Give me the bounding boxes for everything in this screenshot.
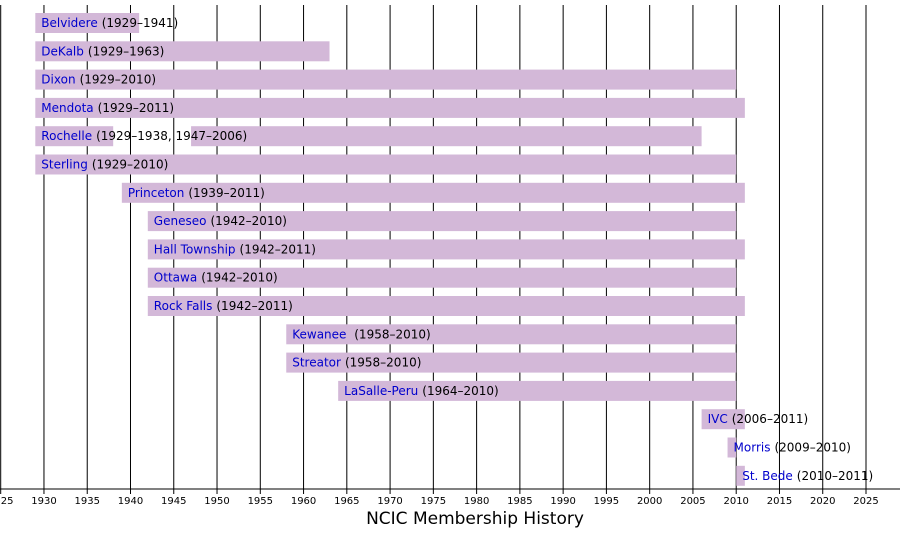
x-tick-label: 2015 xyxy=(767,496,792,507)
x-tick-label: 1925 xyxy=(0,496,13,507)
team-label: St. Bede (2010–2011) xyxy=(742,468,873,482)
x-tick-label: 1970 xyxy=(377,496,402,507)
team-name: Belvidere xyxy=(41,16,97,30)
membership-bar xyxy=(286,352,737,373)
team-period: (1939–2011) xyxy=(188,185,264,199)
team-period: (2006–2011) xyxy=(732,412,808,426)
x-tick-label: 2000 xyxy=(637,496,662,507)
team-name: St. Bede xyxy=(742,468,793,482)
x-tick-label: 1990 xyxy=(550,496,575,507)
membership-bar xyxy=(147,296,745,316)
team-period: (1942–2011) xyxy=(240,242,316,256)
team-name: Princeton xyxy=(128,185,185,199)
team-name: Rochelle xyxy=(41,129,92,143)
membership-bar xyxy=(147,211,737,232)
membership-bar xyxy=(727,437,737,458)
chart-title: NCIC Membership History xyxy=(366,509,584,529)
team-period: (1942–2010) xyxy=(201,270,277,284)
x-tick-label: 1995 xyxy=(594,496,619,507)
x-tick-label: 1985 xyxy=(507,496,532,507)
membership-bar xyxy=(736,465,745,486)
team-name: IVC xyxy=(708,412,728,426)
membership-bar xyxy=(35,13,140,33)
membership-bar xyxy=(121,182,745,203)
team-period: (1942–2011) xyxy=(216,299,292,313)
team-label: Sterling (1929–2010) xyxy=(41,157,168,171)
x-tick-label: 2005 xyxy=(680,496,705,507)
team-name: Dixon xyxy=(41,72,75,86)
x-tick-label: 1960 xyxy=(291,496,316,507)
team-label: Hall Township (1942–2011) xyxy=(154,242,316,256)
team-period: (1964–2010) xyxy=(422,383,498,397)
team-label: Mendota (1929–2011) xyxy=(41,100,174,114)
team-period: (1929–1938, 1947–2006) xyxy=(96,129,247,143)
team-period: (1958–2010) xyxy=(345,355,421,369)
team-name: Rock Falls xyxy=(154,299,213,313)
membership-bar xyxy=(35,97,745,118)
x-tick-label: 1980 xyxy=(464,496,489,507)
membership-bar xyxy=(286,324,737,345)
team-period: (1929–2010) xyxy=(80,72,156,86)
x-tick-label: 1945 xyxy=(161,496,186,507)
team-label: Ottawa (1942–2010) xyxy=(154,270,278,284)
team-name: Streator xyxy=(292,355,341,369)
team-label: Kewanee (1958–2010) xyxy=(292,327,430,341)
team-label: LaSalle-Peru (1964–2010) xyxy=(344,383,499,397)
team-name: Mendota xyxy=(41,100,93,114)
team-period: (2009–2010) xyxy=(774,440,850,454)
x-tick-label: 1955 xyxy=(248,496,273,507)
team-name: Sterling xyxy=(41,157,88,171)
membership-bar xyxy=(35,126,114,147)
membership-bar xyxy=(701,409,745,430)
team-label: Princeton (1939–2011) xyxy=(128,185,265,199)
x-tick-label: 1965 xyxy=(334,496,359,507)
membership-bar xyxy=(338,380,737,401)
x-tick-label: 2020 xyxy=(810,496,835,507)
team-period: (1929–1963) xyxy=(88,44,164,58)
team-label: Streator (1958–2010) xyxy=(292,355,421,369)
x-tick-label: 1935 xyxy=(75,496,100,507)
team-name: Morris xyxy=(734,440,771,454)
x-tick-label: 1975 xyxy=(421,496,446,507)
team-period: (1929–2011) xyxy=(98,100,174,114)
team-period: (1942–2010) xyxy=(210,214,286,228)
team-name: Ottawa xyxy=(154,270,197,284)
membership-bar xyxy=(147,267,737,288)
team-period: (1958–2010) xyxy=(350,327,430,341)
team-name: Geneseo xyxy=(154,214,207,228)
team-period: (2010–2011) xyxy=(797,468,873,482)
x-tick-label: 2025 xyxy=(853,496,878,507)
x-tick-label: 1930 xyxy=(31,496,56,507)
membership-bar xyxy=(35,154,737,175)
team-label: Dixon (1929–2010) xyxy=(41,72,156,86)
team-period: (1929–2010) xyxy=(92,157,168,171)
x-tick-label: 2010 xyxy=(723,496,748,507)
team-label: DeKalb (1929–1963) xyxy=(41,44,164,58)
team-label: IVC (2006–2011) xyxy=(708,412,809,426)
team-label: Rock Falls (1942–2011) xyxy=(154,299,293,313)
team-label: Morris (2009–2010) xyxy=(734,440,851,454)
membership-bar xyxy=(35,69,737,90)
team-label: Rochelle (1929–1938, 1947–2006) xyxy=(41,129,247,143)
team-name: Kewanee xyxy=(292,327,346,341)
membership-bar xyxy=(35,41,330,62)
membership-bar xyxy=(147,239,745,260)
team-name: LaSalle-Peru xyxy=(344,383,418,397)
membership-bar xyxy=(191,126,702,147)
team-name: Hall Township xyxy=(154,242,236,256)
team-label: Belvidere (1929–1941) xyxy=(41,16,178,30)
team-period: (1929–1941) xyxy=(102,16,178,30)
team-name: DeKalb xyxy=(41,44,84,58)
team-label: Geneseo (1942–2010) xyxy=(154,214,287,228)
x-tick-label: 1950 xyxy=(204,496,229,507)
x-tick-label: 1940 xyxy=(118,496,143,507)
